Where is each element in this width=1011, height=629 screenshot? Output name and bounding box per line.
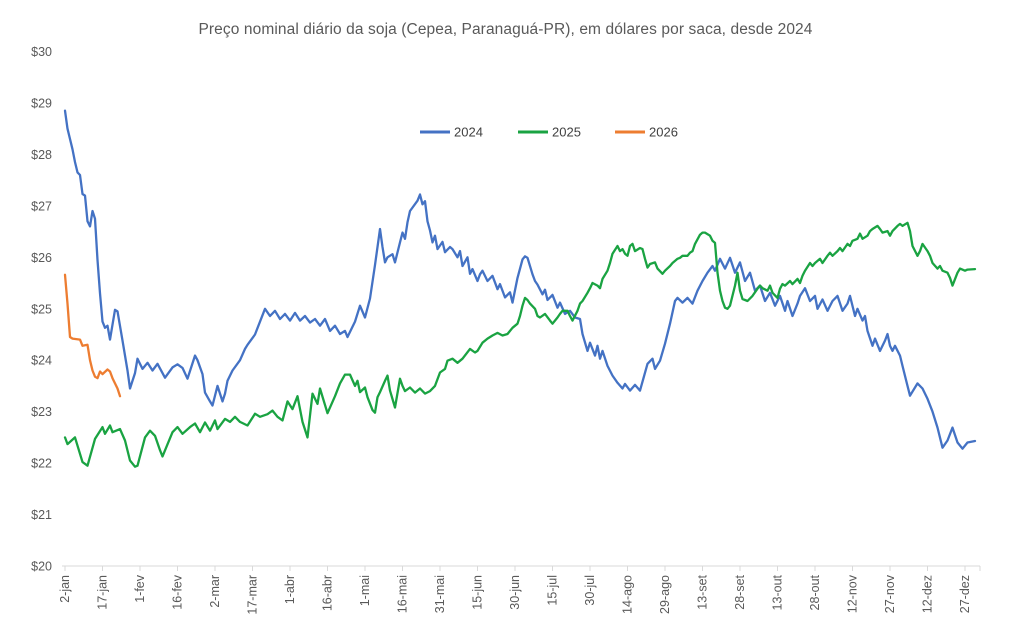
x-tick-label: 16-fev	[171, 574, 185, 609]
x-tick-label: 27-nov	[883, 574, 897, 613]
x-tick-label: 14-ago	[621, 575, 635, 614]
legend-item-2026: 2026	[615, 125, 678, 140]
x-tick-label: 29-ago	[658, 575, 672, 614]
y-tick-label: $27	[31, 199, 52, 213]
x-tick-label: 28-out	[808, 574, 822, 610]
x-tick-label: 13-out	[771, 574, 785, 610]
x-tick-label: 16-abr	[321, 575, 335, 611]
x-tick-label: 1-mai	[358, 575, 372, 606]
x-tick-label: 16-mai	[396, 575, 410, 613]
x-tick-label: 17-jan	[96, 575, 110, 610]
y-tick-label: $25	[31, 302, 52, 316]
y-tick-label: $23	[31, 405, 52, 419]
legend-label-2025: 2025	[552, 125, 581, 140]
x-tick-label: 15-jun	[471, 575, 485, 610]
y-tick-label: $21	[31, 508, 52, 522]
x-tick-label: 2-jan	[58, 575, 72, 603]
y-tick-label: $24	[31, 354, 52, 368]
legend-item-2025: 2025	[518, 125, 581, 140]
y-tick-label: $26	[31, 251, 52, 265]
y-tick-label: $22	[31, 457, 52, 471]
legend-label-2026: 2026	[649, 125, 678, 140]
chart-title: Preço nominal diário da soja (Cepea, Par…	[198, 21, 813, 38]
series-line-2025	[63, 221, 977, 468]
x-tick-label: 17-mar	[246, 575, 260, 615]
x-tick-label: 1-fev	[133, 574, 147, 603]
x-tick-label: 27-dez	[958, 575, 972, 613]
x-tick-label: 28-set	[733, 574, 747, 609]
x-tick-label: 15-jul	[546, 575, 560, 606]
x-tick-label: 30-jun	[508, 575, 522, 610]
x-tick-label: 2-mar	[208, 575, 222, 608]
y-tick-label: $29	[31, 96, 52, 110]
x-tick-label: 13-set	[696, 574, 710, 609]
x-tick-label: 12-nov	[846, 574, 860, 613]
x-tick-label: 12-dez	[921, 575, 935, 613]
legend-item-2024: 2024	[420, 125, 483, 140]
y-tick-label: $20	[31, 560, 52, 574]
y-tick-label: $30	[31, 45, 52, 59]
legend-label-2024: 2024	[454, 125, 483, 140]
series-line-2026	[63, 273, 122, 398]
x-tick-label: 31-mai	[433, 575, 447, 613]
x-tick-label: 30-jul	[583, 575, 597, 606]
y-tick-label: $28	[31, 148, 52, 162]
series-line-2024	[63, 109, 977, 450]
x-tick-label: 1-abr	[283, 575, 297, 604]
